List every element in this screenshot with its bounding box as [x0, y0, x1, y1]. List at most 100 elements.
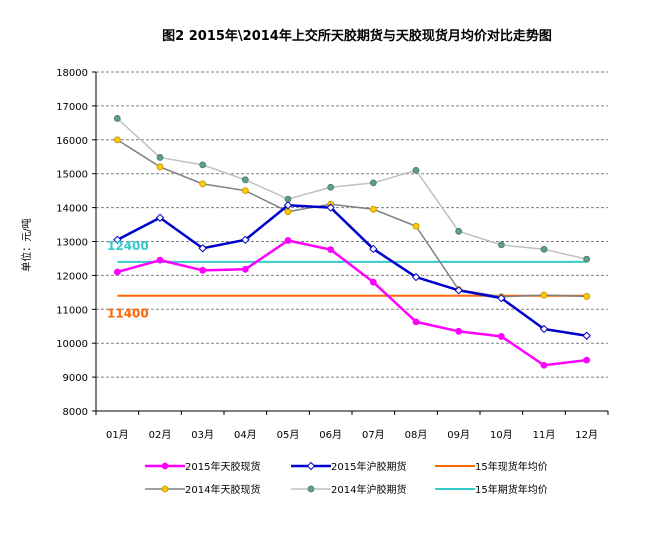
y-tick-labels: 8000 9000 10000 11000 12000 13000 14000 15000 16…: [56, 68, 88, 418]
data-point: [199, 161, 207, 169]
x-tick-label: 08月: [405, 429, 428, 441]
y-tick-label: 10000: [56, 339, 88, 350]
data-point: [583, 255, 591, 263]
data-point: [241, 176, 249, 184]
data-point: [582, 331, 591, 340]
x-tick-labels: 01月 02月 03月 04月 05月 06月 07月 08月 09月 10月 11月 12月: [106, 429, 598, 441]
data-point: [369, 244, 378, 254]
legend-label: 2014年天胶现货: [185, 483, 260, 496]
legend-item: 15年期货年均价: [435, 483, 548, 496]
data-point: [284, 208, 292, 216]
data-point: [539, 324, 549, 334]
y-tick-label: 8000: [63, 407, 88, 418]
series-line: [116, 239, 587, 367]
data-point: [411, 272, 421, 282]
annotation-label: 11400: [107, 307, 149, 321]
x-tick-label: 01月: [106, 429, 129, 441]
x-tick-label: 05月: [277, 429, 300, 441]
series-2: [113, 201, 591, 340]
data-point: [199, 266, 207, 274]
data-point: [412, 166, 420, 174]
data-point: [455, 227, 463, 235]
legend-label: 2015年沪胶期货: [331, 460, 406, 473]
data-point: [327, 246, 335, 254]
data-point: [327, 183, 335, 191]
y-tick-label: 13000: [56, 238, 88, 249]
data-point: [113, 115, 121, 122]
legend-item: 2014年天胶现货: [145, 483, 260, 496]
legend-item: 15年现货年均价: [435, 460, 548, 473]
x-tick-label: 12月: [575, 429, 598, 441]
y-tick-label: 12000: [56, 271, 88, 282]
data-point: [283, 201, 293, 210]
data-point: [241, 187, 249, 195]
legend-item: 2015年天胶现货: [145, 460, 260, 473]
data-point: [113, 235, 122, 245]
annotations: 12400 11400: [107, 239, 149, 321]
data-point: [156, 256, 164, 264]
legend-item: 2015年沪胶期货: [291, 460, 406, 473]
y-tick-label: 17000: [56, 102, 88, 113]
data-point: [198, 244, 207, 253]
legend-marker: [161, 462, 169, 470]
x-tick-label: 07月: [362, 429, 385, 441]
data-point: [540, 361, 548, 369]
y-tick-label: 11000: [56, 305, 88, 316]
x-tick-label: 06月: [319, 429, 342, 441]
data-point: [284, 237, 292, 244]
data-point: [156, 163, 164, 171]
data-point: [412, 318, 420, 326]
data-point: [497, 241, 505, 249]
legend-label: 15年期货年均价: [475, 483, 548, 496]
data-point: [199, 180, 207, 188]
x-tick-label: 02月: [149, 429, 172, 441]
data-point: [497, 293, 506, 303]
axes: [92, 71, 609, 415]
x-tick-label: 03月: [191, 429, 214, 441]
data-point: [113, 268, 121, 276]
data-point: [454, 286, 463, 295]
annotation-label: 12400: [107, 239, 149, 253]
legend-marker: [161, 485, 169, 493]
series-4: [113, 136, 591, 301]
data-point: [583, 356, 591, 364]
series-line: [116, 203, 587, 337]
series-line: [116, 139, 587, 298]
series-group: [113, 115, 591, 369]
y-tick-label: 15000: [56, 170, 88, 181]
data-point: [241, 265, 249, 273]
legend-marker: [307, 485, 315, 493]
data-point: [241, 235, 250, 245]
series-5: [113, 115, 591, 263]
y-tick-label: 9000: [63, 373, 88, 384]
y-tick-label: 16000: [56, 136, 88, 147]
data-point: [497, 333, 505, 340]
data-point: [540, 291, 548, 299]
data-point: [540, 245, 548, 253]
data-point: [326, 203, 335, 212]
y-tick-label: 14000: [56, 204, 88, 215]
data-point: [155, 213, 165, 222]
legend-label: 2015年天胶现货: [185, 460, 260, 473]
legend: 2015年天胶现货 2015年沪胶期货 15年现货年均价 2014年天胶现货 2014年…: [145, 460, 548, 496]
x-tick-label: 11月: [533, 429, 556, 441]
x-tick-label: 09月: [447, 429, 470, 441]
legend-label: 15年现货年均价: [475, 460, 548, 473]
data-point: [455, 327, 463, 335]
data-point: [583, 293, 591, 300]
y-tick-label: 18000: [56, 68, 88, 79]
data-point: [369, 205, 377, 213]
data-point: [412, 222, 420, 230]
series-1: [113, 237, 591, 369]
x-tick-label: 10月: [490, 429, 513, 441]
data-point: [113, 136, 121, 144]
data-point: [369, 179, 377, 187]
x-tick-label: 04月: [234, 429, 257, 441]
legend-label: 2014年沪胶期货: [331, 483, 406, 496]
data-point: [156, 154, 164, 161]
y-axis-label: 单位：元/吨: [20, 218, 33, 271]
grid-lines: [96, 71, 608, 378]
legend-marker: [306, 461, 316, 471]
